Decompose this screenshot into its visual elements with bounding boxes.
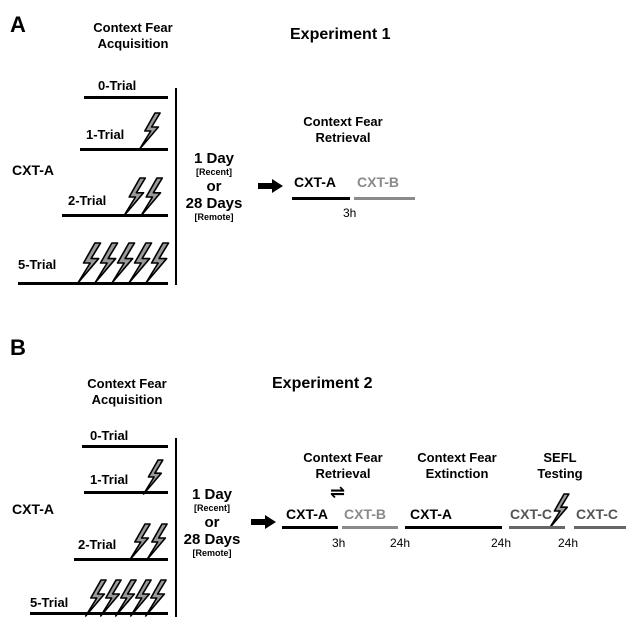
shock-icon [130, 524, 150, 560]
panel-a-trial-1-label: 1-Trial [86, 128, 124, 141]
panel-b-delay-recent-days: 1 Day [178, 486, 246, 503]
panel-b-retrieval-ctx-a: CXT-A [286, 507, 328, 521]
shock-icon [550, 494, 569, 528]
panel-b-retrieval-title: Context Fear Retrieval [288, 450, 398, 481]
panel-b-retrieval-ctx-b-line [342, 526, 398, 529]
panel-a-divider [175, 88, 177, 285]
shock-icon [124, 178, 146, 216]
shock-icon [112, 243, 135, 283]
panel-a-gap-3h: 3h [343, 207, 356, 219]
panel-a-trial-5-label: 5-Trial [18, 258, 56, 271]
panel-a-trial-2-line [62, 214, 168, 217]
panel-b-trial-1-label: 1-Trial [90, 473, 128, 486]
panel-b-divider [175, 438, 177, 617]
shock-icon [86, 580, 106, 616]
panel-b-extinction-ctx: CXT-A [410, 507, 452, 521]
shock-icon [146, 243, 169, 283]
panel-b-trial-5-line [30, 612, 168, 615]
panel-b-delay: 1 Day [Recent] or 28 Days [Remote] [178, 486, 246, 558]
panel-a-delay-recent-tag: [Recent] [180, 167, 248, 177]
panel-b-delay-remote-days: 28 Days [178, 531, 246, 548]
panel-b-sefl-ctx-2: CXT-C [576, 507, 618, 521]
shock-icon [141, 178, 163, 216]
panel-b-letter: B [10, 337, 26, 359]
shock-icon [140, 113, 160, 149]
panel-b-sefl-ctx-1: CXT-C [510, 507, 552, 521]
panel-b-gap-3h: 3h [332, 537, 345, 549]
panel-b-context-label: CXT-A [12, 502, 54, 516]
panel-a-trial-1-shocks [138, 113, 168, 149]
panel-a-trial-2-label: 2-Trial [68, 194, 106, 207]
panel-a-delay-remote-tag: [Remote] [180, 212, 248, 222]
shock-icon [116, 580, 136, 616]
panel-a-acquisition-title: Context Fear Acquisition [78, 20, 188, 51]
panel-a-delay-or: or [180, 178, 248, 195]
panel-a-trial-5-shocks [76, 243, 174, 283]
panel-b-trial-1-line [84, 491, 168, 494]
panel-b-trial-2-label: 2-Trial [78, 538, 116, 551]
panel-a-retrieval-title: Context Fear Retrieval [288, 114, 398, 145]
panel-a-trial-5-line [18, 282, 168, 285]
panel-a-delay-remote-days: 28 Days [180, 195, 248, 212]
panel-b-extinction-title: Context Fear Extinction [402, 450, 512, 481]
panel-b-arrow-icon [251, 515, 277, 529]
panel-b-sefl-ctx-2-line [574, 526, 626, 529]
panel-b-extinction-line [405, 526, 502, 529]
panel-a-retrieval-ctx-a: CXT-A [294, 175, 336, 189]
panel-a-retrieval-ctx-b: CXT-B [357, 175, 399, 189]
shock-icon [78, 243, 101, 283]
shock-icon [95, 243, 118, 283]
panel-a-trial-1-line [80, 148, 168, 151]
panel-b-trial-1-shocks [142, 460, 170, 494]
panel-b-trial-2-line [74, 558, 168, 561]
panel-b-trial-0-label: 0-Trial [90, 429, 128, 442]
panel-a-trial-0-label: 0-Trial [98, 79, 136, 92]
panel-b-sefl-title: SEFL Testing [520, 450, 600, 481]
panel-b-delay-remote-tag: [Remote] [178, 548, 246, 558]
panel-a-delay-recent-days: 1 Day [180, 150, 248, 167]
panel-b-sefl-ctx-1-line [509, 526, 565, 529]
panel-b-trial-5-shocks [84, 580, 174, 616]
panel-a-retrieval-ctx-b-line [354, 197, 415, 200]
shock-icon [146, 580, 166, 616]
panel-b-retrieval-ctx-b: CXT-B [344, 507, 386, 521]
experiment-1-title: Experiment 1 [290, 27, 390, 43]
panel-b-sefl-shocks [548, 494, 574, 528]
panel-a-context-label: CXT-A [12, 163, 54, 177]
panel-a-trial-2-shocks [122, 178, 172, 216]
experiment-2-title: Experiment 2 [272, 376, 372, 392]
panel-b-delay-or: or [178, 514, 246, 531]
shock-icon [144, 460, 163, 494]
panel-a-trial-0-line [84, 96, 168, 99]
shock-icon [101, 580, 121, 616]
panel-b-delay-recent-tag: [Recent] [178, 503, 246, 513]
shock-icon [147, 524, 167, 560]
panel-b-trial-5-label: 5-Trial [30, 596, 68, 609]
panel-a-delay: 1 Day [Recent] or 28 Days [Remote] [180, 150, 248, 222]
panel-b-gap-24h-2: 24h [491, 537, 511, 549]
panel-a-arrow-icon [258, 179, 284, 193]
panel-a-letter: A [10, 14, 26, 36]
shock-icon [129, 243, 152, 283]
panel-b-trial-2-shocks [128, 524, 174, 560]
shock-icon [131, 580, 151, 616]
panel-b-retrieval-ctx-a-line [282, 526, 338, 529]
panel-b-acquisition-title: Context Fear Acquisition [72, 376, 182, 407]
counterbalance-swap-icon: ⇌ [330, 483, 345, 501]
panel-a-retrieval-ctx-a-line [292, 197, 350, 200]
panel-b-gap-24h-1: 24h [390, 537, 410, 549]
panel-b-trial-0-line [82, 445, 168, 448]
panel-b-gap-24h-3: 24h [558, 537, 578, 549]
